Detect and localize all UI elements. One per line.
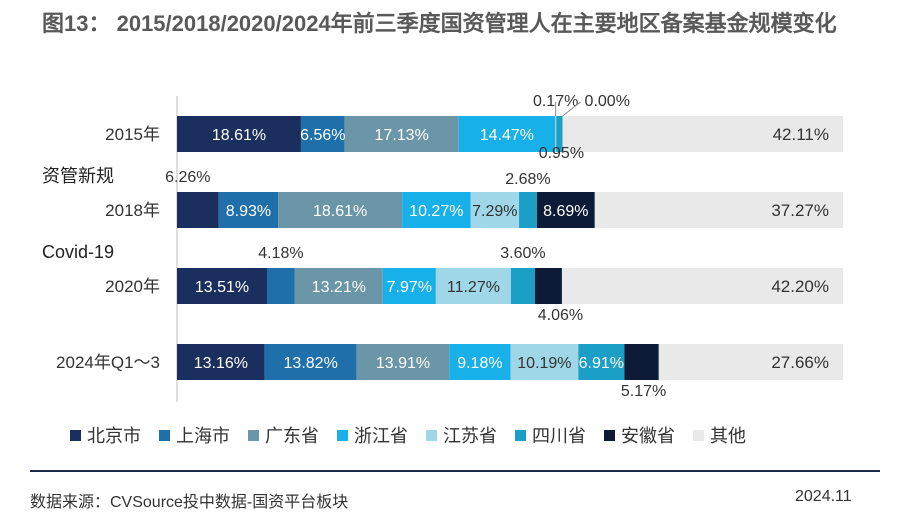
data-label: 18.61% [313,203,367,220]
bar-segment [382,268,436,304]
legend-swatch [515,430,526,441]
legend-swatch [693,430,704,441]
data-label: 8.69% [543,203,588,220]
legend-label: 安徽省 [621,426,675,446]
bar-segment [624,344,659,380]
bar-segment [458,116,556,152]
bar-segment [344,116,459,152]
legend-label: 广东省 [265,426,319,446]
annotation-label: Covid-19 [42,242,114,262]
bar-segment [534,268,562,304]
legend-label: 浙江省 [354,426,408,446]
data-label: 10.19% [517,355,571,372]
bar-segment [177,192,219,228]
legend-swatch [70,430,81,441]
bar-segment [449,344,511,380]
legend-swatch [426,430,437,441]
data-label-outside: 4.06% [538,307,583,324]
data-label: 14.47% [480,127,534,144]
legend-swatch [248,430,259,441]
annotation-label: 资管新规 [42,166,114,186]
bar-segment [561,268,843,304]
data-label: 11.27% [447,279,500,296]
data-label: 9.18% [457,355,502,372]
category-label: 2024年Q1～3 [56,353,160,372]
bar-segment [266,268,295,304]
bar-segment [536,192,595,228]
legend-label: 江苏省 [443,426,497,446]
bar-segment [470,192,520,228]
category-label: 2020年 [105,277,160,296]
bar-segment [562,116,843,152]
bar-segment [177,268,267,304]
data-label: 42.11% [773,125,829,144]
bar-segment [555,116,557,152]
data-label: 37.27% [771,201,829,220]
data-label: 13.82% [284,355,338,372]
report-date: 2024.11 [795,488,852,505]
legend-label: 四川省 [532,426,586,446]
data-label: 18.61% [212,127,266,144]
data-label-outside: 3.60% [500,245,545,262]
data-label: 13.91% [376,355,430,372]
bar-segment [402,192,471,228]
bar-segment [510,344,579,380]
bar-segment [218,192,279,228]
data-label: 6.56% [300,127,345,144]
bar-segment [356,344,450,380]
data-label: 7.29% [472,203,517,220]
legend-swatch [604,430,615,441]
data-label: 17.13% [375,127,429,144]
bar-segment [264,344,357,380]
category-label: 2015年 [105,125,160,144]
bar-segment [519,192,537,228]
data-label-outside: 0.95% [539,145,584,162]
data-label-outside: 6.26% [165,169,210,186]
legend-label: 上海市 [176,426,230,446]
data-label: 27.66% [771,353,829,372]
data-label: 6.91% [579,355,624,372]
chart-title: 图13： 2015/2018/2020/2024年前三季度国资管理人在主要地区备… [42,11,837,36]
data-label-outside: 0.00% [585,93,630,110]
data-label-outside: 0.17% [533,93,578,110]
bar-segment [177,344,265,380]
bar-segment [300,116,345,152]
bar-segment [658,344,843,380]
legend-label: 其他 [710,426,746,446]
bar-segment [177,116,301,152]
data-label: 13.51% [195,279,249,296]
bar-segment [578,344,625,380]
data-source: 数据来源：CVSource投中数据-国资平台板块 [30,494,349,511]
data-label: 10.27% [409,203,463,220]
category-label: 2018年 [105,201,160,220]
data-label-outside: 5.17% [621,383,666,400]
bar-segment [594,192,843,228]
data-label: 13.16% [194,355,248,372]
bar-segment [556,116,563,152]
data-label: 42.20% [771,277,829,296]
data-label: 8.93% [226,203,271,220]
bar-segment [294,268,383,304]
data-label-outside: 4.18% [258,245,303,262]
data-label-outside: 2.68% [505,171,550,188]
bar-segment [435,268,511,304]
bar-segment [278,192,403,228]
legend-swatch [159,430,170,441]
footer-divider [30,470,880,472]
legend-swatch [337,430,348,441]
legend-label: 北京市 [87,426,141,446]
leader-line [562,101,581,117]
data-label: 7.97% [387,279,432,296]
bar-segment [510,268,535,304]
data-label: 13.21% [312,279,366,296]
